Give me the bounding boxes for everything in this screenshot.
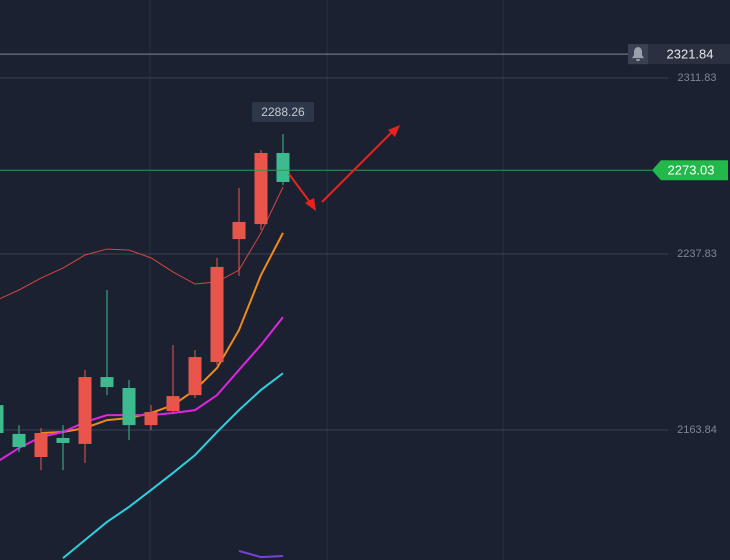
arrow — [288, 173, 313, 206]
candle-body — [34, 432, 48, 457]
candle-body — [100, 377, 114, 388]
candle-body — [78, 377, 92, 444]
annotation-arrows — [288, 125, 400, 211]
candle-body — [166, 396, 180, 412]
alert-price: 2321.84 — [667, 47, 714, 62]
candle-body — [276, 152, 290, 182]
indicator-line — [0, 186, 284, 300]
alert-box — [628, 44, 730, 65]
candle-body — [122, 388, 136, 426]
candle-body — [56, 437, 70, 443]
high-label: 2288.26 — [261, 105, 305, 119]
indicator-line — [238, 549, 284, 559]
y-tick-label: 2311.83 — [678, 72, 717, 84]
candle-body — [210, 266, 224, 363]
arrow — [321, 130, 394, 203]
y-tick-label: 2237.83 — [677, 248, 717, 260]
last-price-tag — [652, 160, 728, 181]
candle-body — [254, 152, 268, 225]
last-price: 2273.03 — [668, 163, 715, 178]
high-label-box — [252, 102, 314, 123]
arrowhead — [388, 125, 400, 137]
grid-layer: 2163.84 2237.83 2311.83 — [0, 72, 717, 436]
bell-icon — [632, 47, 644, 62]
candles — [0, 134, 290, 471]
candle-body — [188, 357, 202, 396]
arrowhead — [305, 198, 316, 211]
indicator-line — [62, 372, 284, 559]
candle-body — [0, 405, 4, 433]
y-tick-label: 2163.84 — [677, 424, 717, 436]
overlay: 2321.84 2273.03 2288.26 — [0, 44, 730, 181]
candle-body — [144, 412, 158, 426]
candle-body — [232, 221, 246, 240]
candle-body — [12, 433, 26, 448]
